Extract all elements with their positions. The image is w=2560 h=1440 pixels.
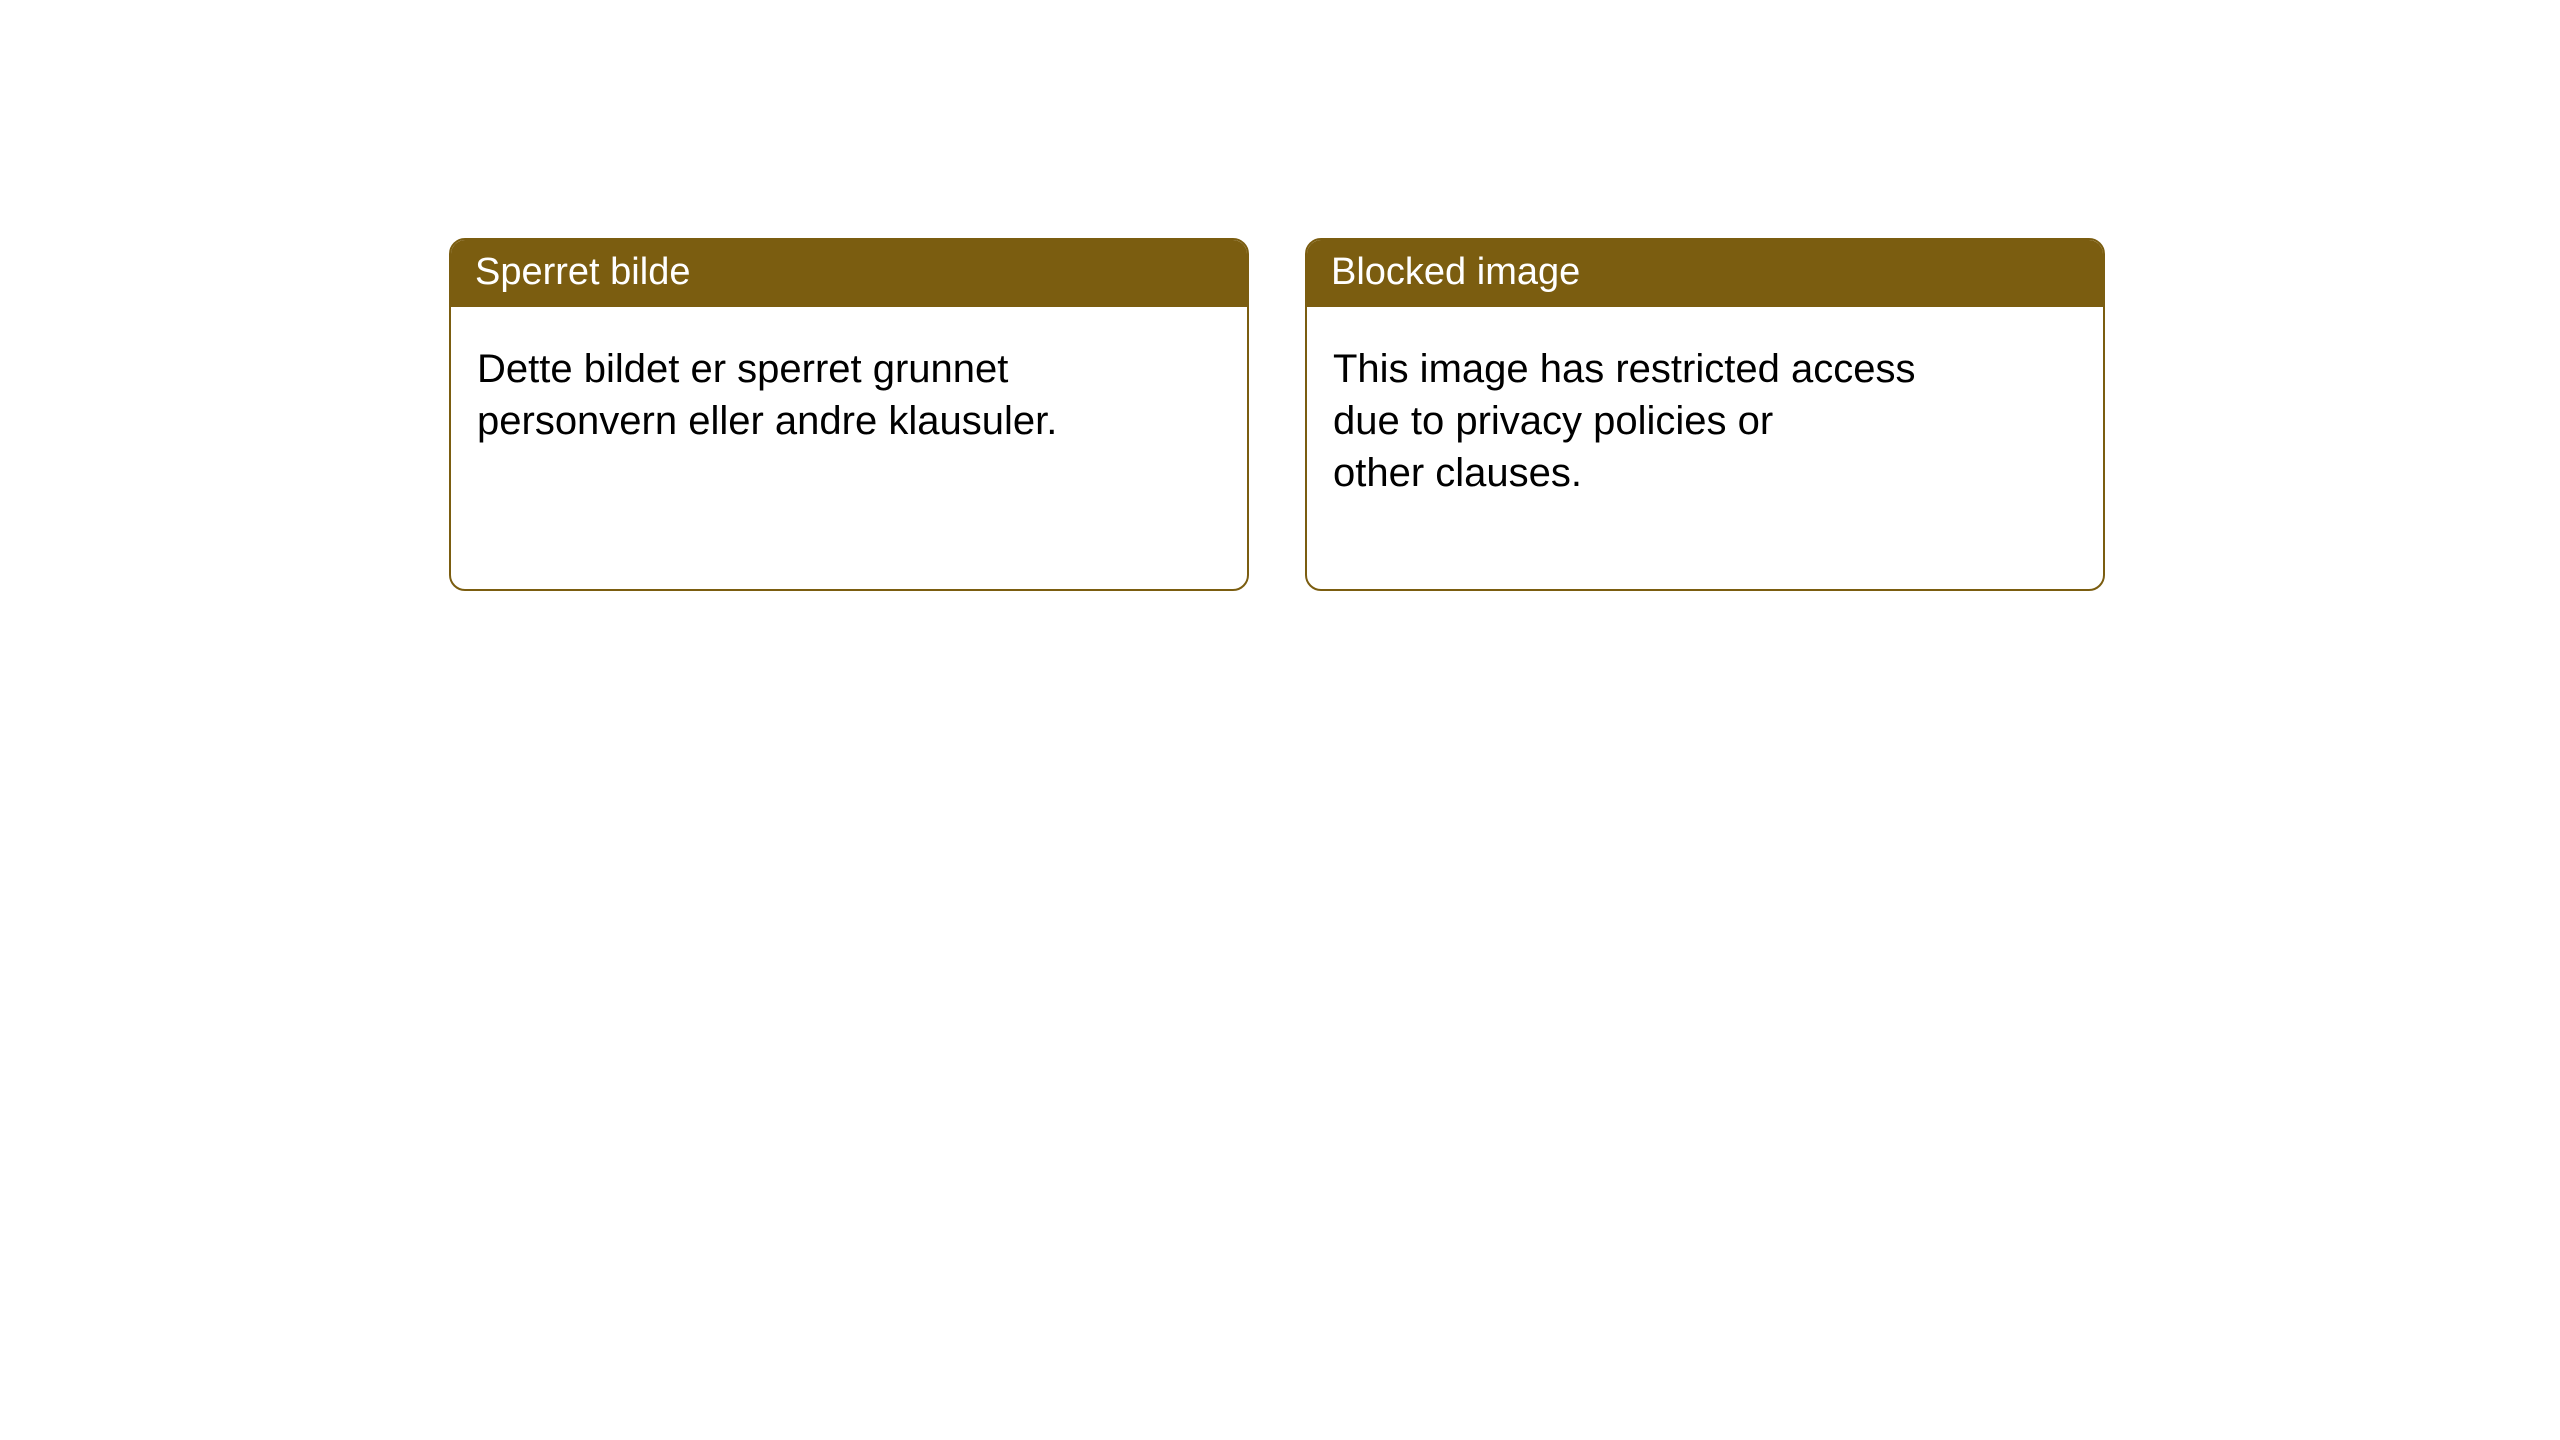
card-header-en: Blocked image [1307, 240, 2103, 307]
blocked-card-no: Sperret bilde Dette bildet er sperret gr… [449, 238, 1249, 591]
card-title-en: Blocked image [1331, 251, 1580, 293]
notice-container: Sperret bilde Dette bildet er sperret gr… [0, 0, 2560, 591]
card-body-en: This image has restricted access due to … [1307, 307, 2103, 589]
card-body-no: Dette bildet er sperret grunnet personve… [451, 307, 1247, 537]
card-header-no: Sperret bilde [451, 240, 1247, 307]
card-title-no: Sperret bilde [475, 251, 690, 293]
blocked-card-en: Blocked image This image has restricted … [1305, 238, 2105, 591]
